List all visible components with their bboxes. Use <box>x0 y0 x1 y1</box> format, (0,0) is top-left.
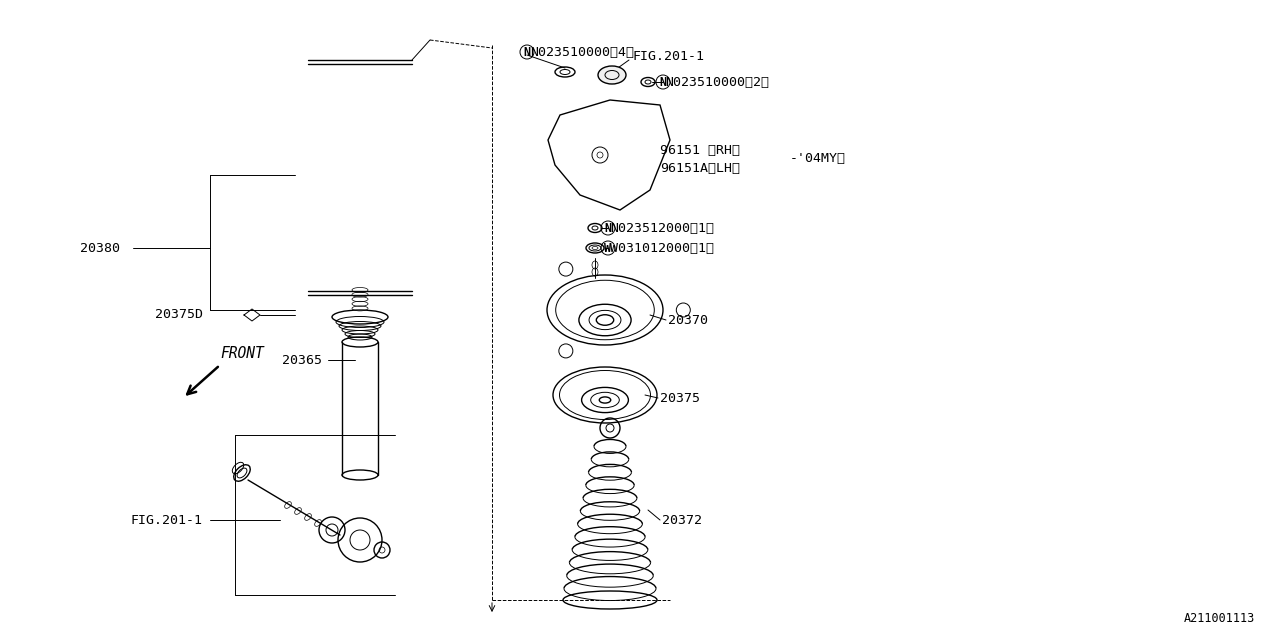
Text: N023510000（2）: N023510000（2） <box>666 76 769 88</box>
Text: N: N <box>524 45 531 58</box>
Text: 96151A〈LH〉: 96151A〈LH〉 <box>660 161 740 175</box>
Text: -'04MY〉: -'04MY〉 <box>790 152 846 164</box>
Polygon shape <box>548 100 669 210</box>
Text: 20365: 20365 <box>282 353 323 367</box>
Text: W031012000（1）: W031012000（1） <box>611 241 714 255</box>
Text: FIG.201-1: FIG.201-1 <box>131 513 202 527</box>
Text: N: N <box>659 76 667 88</box>
Text: 96151 〈RH〉: 96151 〈RH〉 <box>660 143 740 157</box>
Text: N023512000（1）: N023512000（1） <box>611 221 714 234</box>
Text: 20372: 20372 <box>662 513 701 527</box>
Ellipse shape <box>598 66 626 84</box>
Text: 20380: 20380 <box>79 241 120 255</box>
Text: N: N <box>604 221 612 234</box>
Text: W: W <box>604 241 612 255</box>
Text: A211001113: A211001113 <box>1184 612 1254 625</box>
Text: FRONT: FRONT <box>220 346 264 362</box>
Text: 20375: 20375 <box>660 392 700 404</box>
Text: FIG.201-1: FIG.201-1 <box>632 51 704 63</box>
Text: 20375D: 20375D <box>155 308 204 321</box>
Text: N023510000（4）: N023510000（4） <box>530 45 634 58</box>
Text: 20370: 20370 <box>668 314 708 326</box>
Bar <box>305 55 415 300</box>
